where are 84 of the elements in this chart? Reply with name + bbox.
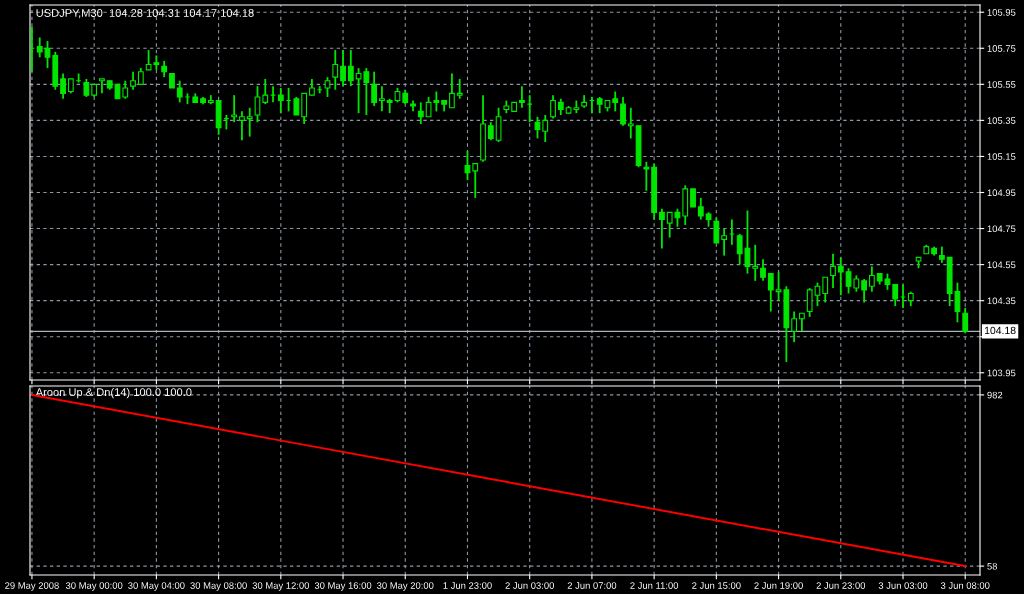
candlestick — [869, 265, 875, 293]
candlestick — [752, 243, 759, 282]
x-tick-label: 2 Jun 03:00 — [505, 582, 555, 589]
x-tick-label: 2 Jun 19:00 — [754, 582, 803, 589]
y-tick-label: 105.35 — [987, 117, 1016, 124]
candlestick — [347, 49, 354, 88]
candlestick — [822, 276, 829, 304]
candlestick — [861, 278, 868, 304]
candlestick — [456, 78, 463, 100]
candlestick — [332, 49, 339, 91]
candlestick — [254, 85, 261, 124]
y-tick-label: 105.55 — [987, 81, 1016, 88]
candlestick — [417, 101, 424, 125]
y-tick-label: 104.55 — [987, 261, 1016, 269]
x-tick-label: 2 Jun 15:00 — [692, 582, 741, 589]
candlestick — [830, 252, 836, 289]
candlestick — [892, 283, 899, 307]
x-tick-label: 29 May 2008 — [5, 582, 59, 591]
x-tick-label: 2 Jun 11:00 — [630, 582, 679, 589]
candlestick — [449, 72, 455, 109]
candlestick — [534, 115, 541, 140]
candlestick — [690, 188, 696, 208]
y-tick-label: 105.15 — [987, 153, 1016, 160]
x-tick-label: 3 Jun 08:00 — [940, 582, 990, 589]
candlestick — [301, 92, 308, 125]
candlestick — [721, 227, 728, 257]
x-tick-label: 30 May 20:00 — [377, 582, 434, 591]
chart-title: USDJPY,M30 104.28 104.31 104.17 104.18 — [36, 9, 254, 19]
x-tick-label: 2 Jun 07:00 — [567, 582, 617, 589]
candlestick — [542, 114, 549, 143]
chart-title: Aroon Up & Dn(14) 100.0 100.0 — [35, 387, 192, 399]
candlestick — [83, 78, 90, 98]
y-tick-label: 103.95 — [987, 369, 1016, 377]
candlestick — [487, 121, 494, 142]
candlestick — [791, 310, 798, 344]
x-tick-label: 30 May 08:00 — [190, 582, 247, 591]
candlestick — [371, 70, 378, 107]
candlestick — [550, 94, 556, 120]
candlestick — [643, 160, 650, 192]
x-tick-label: 2 Jun 23:00 — [816, 582, 866, 589]
candlestick — [246, 106, 253, 138]
candlestick — [519, 85, 525, 109]
x-tick-label: 3 Jun 03:00 — [878, 582, 928, 589]
x-tick-label: 30 May 04:00 — [128, 582, 185, 591]
candlestick — [799, 312, 805, 333]
candlestick — [324, 76, 331, 98]
x-tick-label: 30 May 12:00 — [252, 582, 310, 591]
candlestick — [379, 85, 385, 113]
candlestick — [464, 150, 471, 181]
y-tick-label: 105.75 — [987, 45, 1016, 52]
candlestick — [767, 272, 774, 313]
candlestick — [231, 94, 238, 124]
candlestick — [962, 306, 969, 335]
candlestick — [760, 258, 766, 282]
candlestick — [122, 79, 129, 100]
y-tick-label: 982 — [987, 391, 1003, 399]
ref-line-label: 104.18 — [984, 326, 1016, 335]
x-tick-label: 30 May 00:00 — [65, 582, 123, 591]
y-tick-label: 58 — [987, 562, 998, 570]
y-tick-label: 104.75 — [987, 225, 1016, 233]
candlestick — [239, 110, 245, 142]
candlestick — [627, 106, 634, 140]
x-tick-label: 30 May 16:00 — [314, 582, 372, 591]
candlestick — [659, 207, 665, 250]
candlestick — [472, 162, 479, 199]
y-tick-label: 104.95 — [987, 189, 1016, 197]
candlestick — [176, 79, 183, 104]
candlestick — [130, 70, 136, 91]
candlestick — [713, 216, 720, 244]
candlestick — [99, 78, 105, 95]
candlestick — [697, 197, 704, 221]
candlestick — [340, 49, 346, 88]
candlestick — [612, 90, 619, 113]
candlestick — [495, 106, 502, 143]
candlestick — [36, 36, 43, 59]
candlestick — [837, 256, 844, 297]
x-tick-label: 1 Jun 23:00 — [443, 582, 492, 589]
candlestick — [262, 78, 269, 106]
candlestick — [277, 87, 284, 115]
y-tick-label: 105.95 — [987, 9, 1016, 16]
candlestick — [293, 96, 300, 116]
y-tick-label: 104.35 — [987, 297, 1016, 305]
candlestick — [620, 96, 626, 127]
candlestick — [60, 72, 66, 100]
